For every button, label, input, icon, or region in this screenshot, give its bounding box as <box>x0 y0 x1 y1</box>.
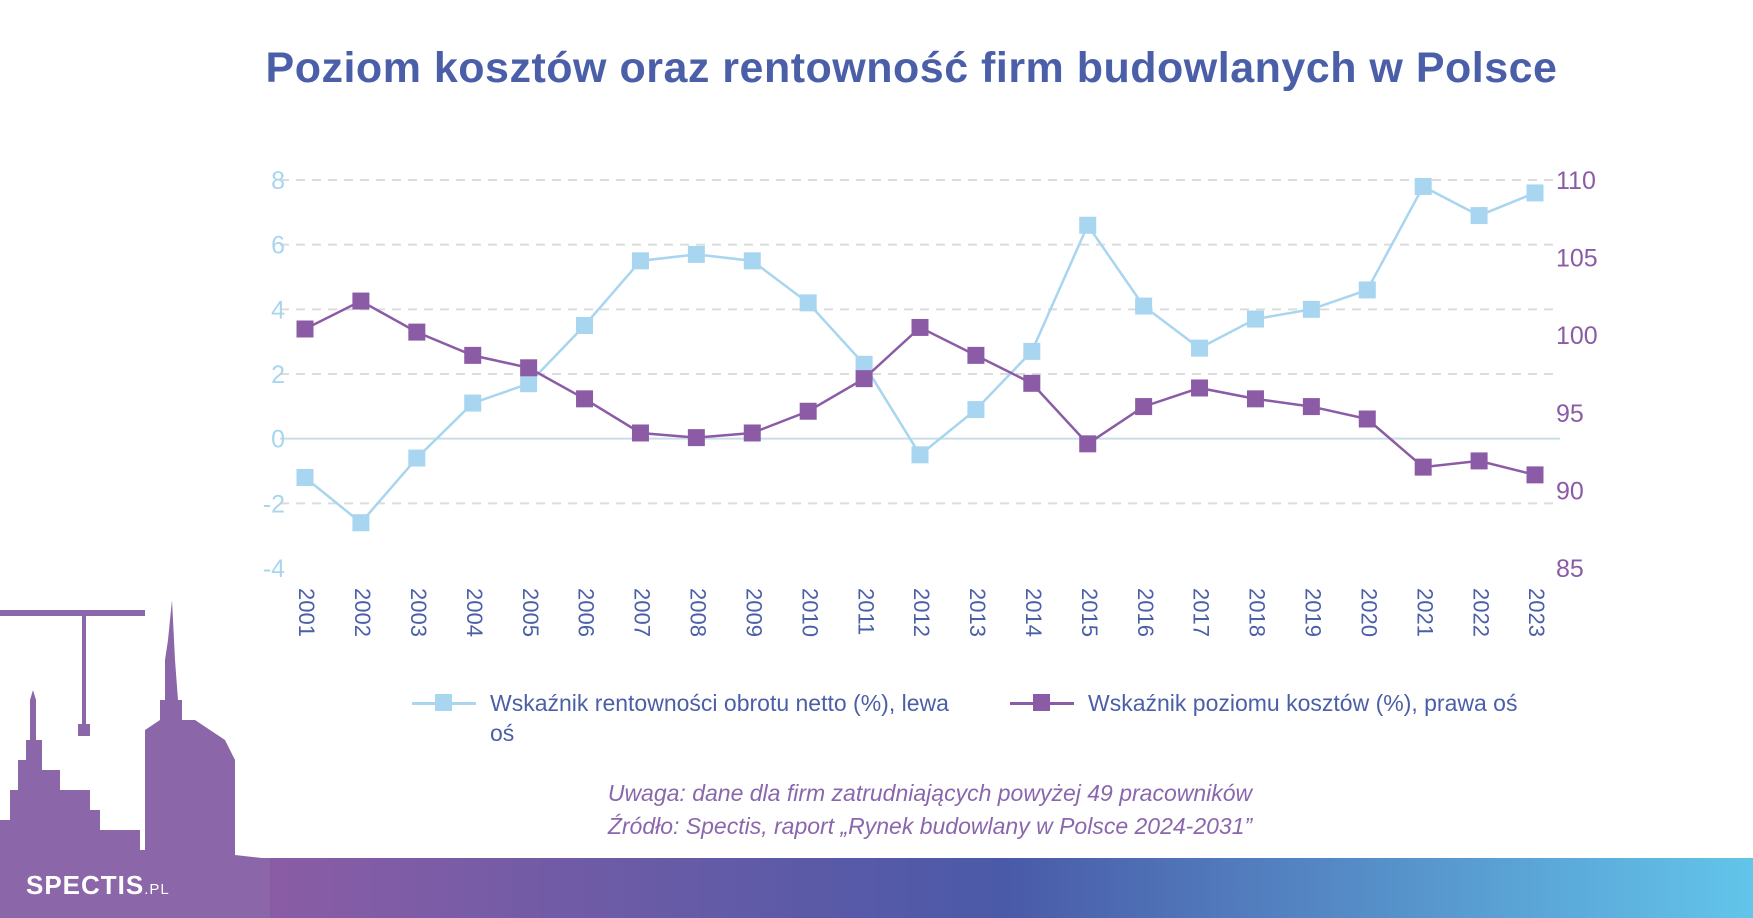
series-koszty-point <box>631 424 649 442</box>
x-axis-tick-label: 2013 <box>965 588 990 637</box>
legend-swatch-rentownosc <box>412 688 476 718</box>
brand-logo: SPECTIS.PL <box>26 870 170 901</box>
series-rentownosc-point <box>1414 177 1432 195</box>
series-rentownosc-point <box>464 394 482 412</box>
series-rentownosc-point <box>1135 297 1153 315</box>
x-axis-tick-label: 2003 <box>406 588 431 637</box>
x-axis-tick-label: 2007 <box>630 588 655 637</box>
right-axis-tick-label: 105 <box>1556 245 1598 273</box>
series-koszty-point <box>1470 452 1488 470</box>
x-axis-tick-label: 2022 <box>1468 588 1493 637</box>
x-axis-tick-label: 2018 <box>1245 588 1270 637</box>
x-axis-tick-label: 2008 <box>686 588 711 637</box>
x-axis-tick-label: 2019 <box>1301 588 1326 637</box>
legend-label-koszty: Wskaźnik poziomu kosztów (%), prawa oś <box>1088 690 1518 716</box>
series-koszty-point <box>1526 466 1544 484</box>
series-koszty-point <box>799 402 817 420</box>
x-axis-tick-label: 2009 <box>741 588 766 637</box>
x-axis-tick-label: 2016 <box>1133 588 1158 637</box>
series-koszty-point <box>687 429 705 447</box>
x-axis-tick-label: 2006 <box>574 588 599 637</box>
left-axis-tick-label: 0 <box>271 426 285 454</box>
series-koszty-point <box>1358 410 1376 428</box>
series-rentownosc-point <box>520 375 538 393</box>
series-rentownosc-line <box>304 184 1536 525</box>
right-axis-tick-label: 110 <box>1556 167 1596 195</box>
series-koszty-point <box>576 390 594 408</box>
brand-suffix: .PL <box>144 881 170 898</box>
series-koszty-point <box>743 424 761 442</box>
series-rentownosc-point <box>1191 339 1209 357</box>
left-axis-tick-label: 2 <box>271 361 285 389</box>
series-rentownosc-point <box>296 468 314 486</box>
right-axis-tick-label: 90 <box>1556 477 1584 505</box>
series-koszty-point <box>464 346 482 364</box>
series-koszty-point <box>855 370 873 388</box>
footer-bar <box>260 858 1753 918</box>
series-rentownosc-point <box>799 294 817 312</box>
series-koszty-point <box>967 346 985 364</box>
series-koszty-point <box>1414 458 1432 476</box>
series-koszty-point <box>520 359 538 377</box>
series-rentownosc-point <box>1246 310 1264 328</box>
x-axis-tick-label: 2021 <box>1412 588 1437 637</box>
brand-name: SPECTIS <box>26 870 145 900</box>
series-rentownosc-point <box>1302 300 1320 318</box>
right-axis-tick-label: 100 <box>1556 322 1598 350</box>
series-koszty-point <box>1079 435 1097 453</box>
series-koszty-point <box>1023 374 1041 392</box>
x-axis-tick-label: 2023 <box>1524 588 1549 637</box>
legend-label-rentownosc: Wskaźnik rentowności obrotu netto (%), l… <box>490 690 949 746</box>
series-rentownosc-point <box>631 252 649 270</box>
x-axis-tick-label: 2004 <box>462 588 487 637</box>
x-axis-tick-label: 2014 <box>1021 588 1046 637</box>
x-axis-tick-label: 2010 <box>797 588 822 637</box>
series-rentownosc-point <box>1023 342 1041 360</box>
right-axis-tick-label: 95 <box>1556 400 1584 428</box>
x-axis-tick-label: 2001 <box>294 588 319 637</box>
left-axis-tick-label: 6 <box>271 232 285 260</box>
series-koszty-point <box>911 318 929 336</box>
left-axis-tick-label: -2 <box>263 490 285 518</box>
series-koszty-point <box>1135 398 1153 416</box>
series-rentownosc-point <box>687 245 705 263</box>
series-koszty-point <box>408 323 426 341</box>
series-rentownosc-point <box>1358 281 1376 299</box>
legend-swatch-koszty <box>1010 688 1074 718</box>
legend-item-rentownosc: Wskaźnik rentowności obrotu netto (%), l… <box>412 688 970 748</box>
series-koszty-point <box>296 320 314 338</box>
left-axis-tick-label: 4 <box>271 296 285 324</box>
x-axis-tick-label: 2015 <box>1077 588 1102 637</box>
series-rentownosc-point <box>1526 184 1544 202</box>
chart-title: Poziom kosztów oraz rentowność firm budo… <box>265 44 1558 92</box>
series-rentownosc-point <box>855 355 873 373</box>
right-axis-tick-label: 85 <box>1556 555 1584 583</box>
x-axis-tick-label: 2012 <box>909 588 934 637</box>
series-rentownosc-point <box>352 514 370 532</box>
series-koszty-point <box>1302 398 1320 416</box>
left-axis-tick-label: 8 <box>271 167 285 195</box>
series-koszty-point <box>1246 390 1264 408</box>
left-axis-tick-label: -4 <box>263 555 285 583</box>
chart-note: Uwaga: dane dla firm zatrudniających pow… <box>607 780 1253 806</box>
x-axis-tick-label: 2020 <box>1356 588 1381 637</box>
x-axis-tick-label: 2005 <box>518 588 543 637</box>
series-rentownosc-point <box>576 317 594 334</box>
series-rentownosc-point <box>1470 207 1488 225</box>
x-axis-tick-label: 2002 <box>350 588 375 637</box>
chart-source: Źródło: Spectis, raport „Rynek budowlany… <box>607 813 1253 839</box>
series-koszty-point <box>352 292 370 310</box>
series-koszty-point <box>1191 379 1209 397</box>
series-rentownosc-point <box>911 446 929 464</box>
series-rentownosc-point <box>408 449 426 467</box>
series-rentownosc-point <box>743 252 761 270</box>
x-axis-tick-label: 2011 <box>853 588 878 635</box>
skyline-illustration <box>0 600 280 918</box>
series-rentownosc-point <box>967 401 985 419</box>
footer-bar-left <box>0 858 270 918</box>
legend-item-koszty: Wskaźnik poziomu kosztów (%), prawa oś <box>1010 688 1568 718</box>
x-axis-tick-label: 2017 <box>1189 588 1214 637</box>
series-rentownosc-point <box>1079 216 1097 234</box>
